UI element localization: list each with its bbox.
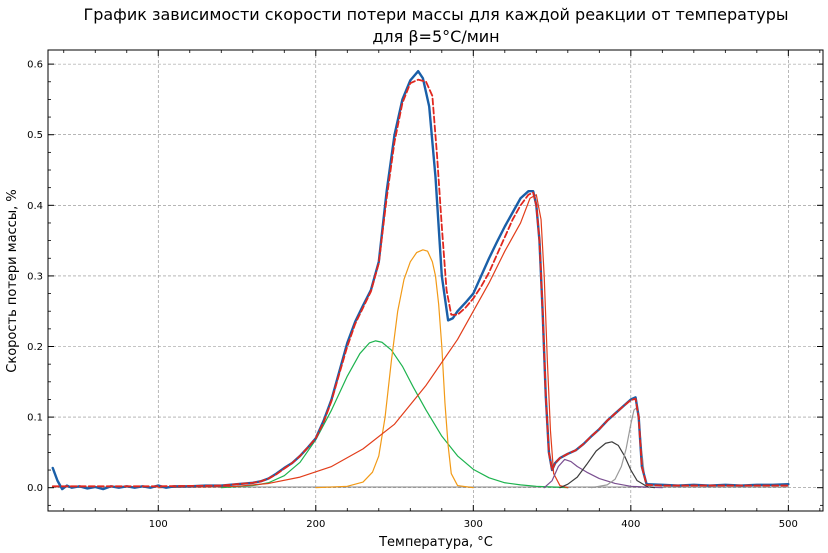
series-line-6 [559, 441, 656, 489]
plot-area [51, 69, 790, 491]
y-tick-label: 0.6 [27, 60, 43, 71]
series-line-5 [543, 458, 663, 489]
axis-ticks: 100 200 300 400 500 0.0 0.1 0.2 0.3 0.4 0.5 0.6 [27, 50, 823, 530]
x-axis-label: Температура, °C [378, 535, 493, 550]
x-tick-label: 300 [464, 519, 483, 530]
chart-title-line-2: для β=5°C/мин [372, 27, 499, 46]
y-tick-label: 0.0 [27, 483, 43, 494]
x-tick-label: 100 [149, 519, 168, 530]
y-tick-label: 0.4 [27, 201, 43, 212]
series-line-2 [220, 340, 569, 489]
series-line-4 [157, 194, 569, 489]
plot-frame [47, 49, 824, 512]
series-line-0 [51, 69, 790, 491]
y-axis-label: Скорость потери массы, % [5, 189, 20, 372]
x-tick-label: 200 [306, 519, 325, 530]
series-line-3 [315, 249, 474, 489]
series-line-1 [51, 78, 790, 488]
chart-title: График зависимости скорости потери массы… [83, 5, 788, 24]
x-tick-label: 400 [621, 519, 640, 530]
y-tick-label: 0.2 [27, 342, 43, 353]
y-tick-label: 0.5 [27, 130, 43, 141]
x-tick-label: 500 [779, 519, 798, 530]
y-tick-label: 0.3 [27, 271, 43, 282]
y-tick-label: 0.1 [27, 413, 43, 424]
